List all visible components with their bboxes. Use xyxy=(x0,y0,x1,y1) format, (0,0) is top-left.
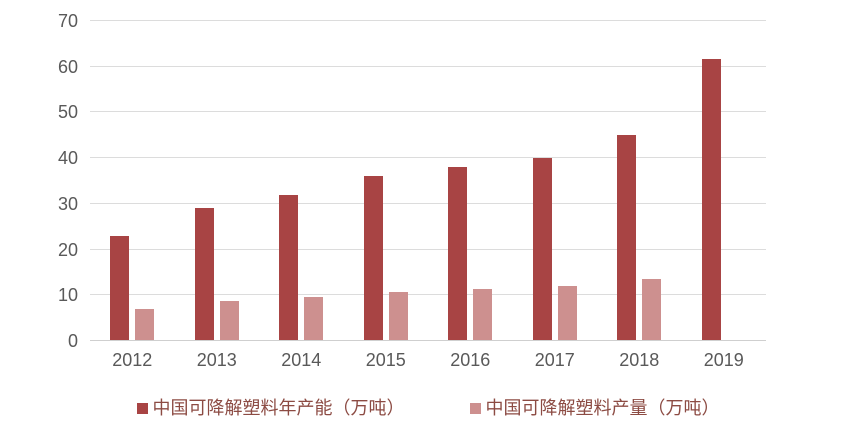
y-tick-label-20: 20 xyxy=(57,239,78,260)
y-axis-labels: 0 10 20 30 40 50 60 70 xyxy=(0,12,78,350)
bar-capacity-2018 xyxy=(617,135,637,341)
y-tick-label-60: 60 xyxy=(57,56,78,77)
bar-capacity-2012 xyxy=(110,235,130,341)
bar-capacity-2015 xyxy=(363,176,383,341)
y-tick-label-30: 30 xyxy=(57,193,78,214)
legend: 中国可降解塑料年产能（万吨） 中国可降解塑料产量（万吨） xyxy=(0,396,856,420)
y-tick-label-50: 50 xyxy=(57,102,78,123)
bar-production-2015 xyxy=(388,292,408,341)
bar-group-2019 xyxy=(682,21,767,341)
legend-item-capacity: 中国可降解塑料年产能（万吨） xyxy=(136,396,405,420)
bar-capacity-2017 xyxy=(532,158,552,341)
bar-production-2018 xyxy=(642,279,662,341)
x-tick-label-2019: 2019 xyxy=(703,350,744,370)
gridline-10 xyxy=(90,294,766,296)
bar-capacity-2014 xyxy=(279,194,299,341)
x-tick-label-2017: 2017 xyxy=(534,350,575,370)
y-tick-label-10: 10 xyxy=(57,285,78,306)
x-axis-labels: 2012 2013 2014 2015 2016 2017 2018 2019 xyxy=(90,350,766,371)
x-axis-line xyxy=(90,340,766,341)
legend-item-production: 中国可降解塑料产量（万吨） xyxy=(469,396,720,420)
bar-group-2013 xyxy=(175,21,260,341)
bar-production-2017 xyxy=(557,285,577,341)
bar-group-2018 xyxy=(597,21,682,341)
gridline-70 xyxy=(90,20,766,21)
bar-production-2016 xyxy=(473,288,493,341)
bar-group-2015 xyxy=(344,21,429,341)
x-tick-label-2015: 2015 xyxy=(365,350,406,370)
y-tick-label-40: 40 xyxy=(57,148,78,169)
y-tick-label-70: 70 xyxy=(57,11,78,31)
bar-capacity-2016 xyxy=(448,167,468,341)
production-swatch-icon xyxy=(469,402,481,414)
legend-label-production: 中国可降解塑料产量（万吨） xyxy=(485,398,720,418)
bar-production-2014 xyxy=(304,296,324,341)
bar-group-2017 xyxy=(513,21,598,341)
y-tick-label-0: 0 xyxy=(67,331,78,351)
gridline-30 xyxy=(90,202,766,204)
x-tick-label-2016: 2016 xyxy=(450,350,491,370)
gridline-40 xyxy=(90,157,766,159)
bar-capacity-2019 xyxy=(701,58,721,341)
bar-capacity-2013 xyxy=(194,208,214,341)
x-tick-label-2013: 2013 xyxy=(196,350,237,370)
legend-label-capacity: 中国可降解塑料年产能（万吨） xyxy=(152,398,405,418)
gridline-60 xyxy=(90,65,766,67)
plot-area xyxy=(90,20,766,341)
bar-group-2014 xyxy=(259,21,344,341)
gridline-50 xyxy=(90,111,766,113)
bar-group-2012 xyxy=(90,21,175,341)
bar-production-2013 xyxy=(219,301,239,341)
bar-production-2012 xyxy=(135,309,155,341)
bar-group-2016 xyxy=(428,21,513,341)
capacity-swatch-icon xyxy=(136,402,148,414)
x-tick-label-2014: 2014 xyxy=(281,350,322,370)
x-tick-label-2012: 2012 xyxy=(112,350,153,370)
gridline-20 xyxy=(90,248,766,250)
bar-groups xyxy=(90,21,766,341)
x-tick-label-2018: 2018 xyxy=(619,350,660,370)
